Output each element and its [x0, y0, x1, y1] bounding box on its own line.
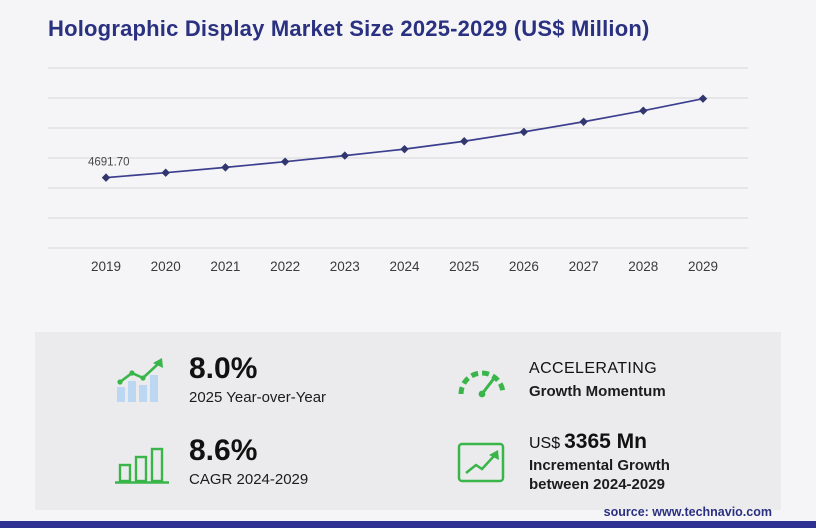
yoy-label: 2025 Year-over-Year [189, 389, 327, 407]
cagr-value: 8.6% [189, 434, 258, 468]
stats-panel: 8.0% 2025 Year-over-Year ACCELERATING Gr… [35, 332, 781, 510]
svg-text:2027: 2027 [569, 259, 599, 274]
footer-bar [0, 521, 816, 528]
stat-incremental: US$ 3365 Mn Incremental Growth between 20… [427, 426, 741, 498]
svg-text:2028: 2028 [628, 259, 658, 274]
svg-text:2025: 2025 [449, 259, 479, 274]
source-link[interactable]: source: www.technavio.com [603, 505, 772, 519]
svg-text:2026: 2026 [509, 259, 539, 274]
svg-text:2020: 2020 [151, 259, 181, 274]
incremental-growth-icon [453, 440, 511, 484]
svg-text:4691.70: 4691.70 [88, 157, 130, 169]
incremental-label-2: between 2024-2029 [529, 475, 665, 493]
yoy-bar-chart-icon [113, 355, 171, 405]
stat-momentum: ACCELERATING Growth Momentum [427, 344, 741, 416]
yoy-value: 8.0% [189, 352, 258, 386]
svg-text:2022: 2022 [270, 259, 300, 274]
page-title: Holographic Display Market Size 2025-202… [48, 16, 650, 41]
svg-text:2023: 2023 [330, 259, 360, 274]
incremental-label-1: Incremental Growth [529, 456, 670, 474]
speedometer-icon [453, 360, 511, 400]
incremental-value: US$ 3365 Mn [529, 429, 647, 453]
market-line-chart: 4691.70 2019 2020 2021 2022 2023 2024 2025 2026 2… [48, 67, 748, 274]
momentum-value: ACCELERATING [529, 359, 658, 377]
svg-text:2019: 2019 [91, 259, 121, 274]
svg-text:2024: 2024 [389, 259, 420, 274]
cagr-chart-icon [113, 439, 171, 485]
incremental-currency: US$ [529, 434, 561, 452]
svg-text:2021: 2021 [210, 259, 240, 274]
stat-cagr: 8.6% CAGR 2024-2029 [113, 426, 427, 498]
cagr-label: CAGR 2024-2029 [189, 471, 309, 489]
stat-yoy: 8.0% 2025 Year-over-Year [113, 344, 427, 416]
market-size-chart: 4691.70 2019 2020 2021 2022 2023 2024 2025 2026 2… [48, 62, 748, 277]
momentum-label: Growth Momentum [529, 382, 666, 400]
svg-text:2029: 2029 [688, 259, 718, 274]
